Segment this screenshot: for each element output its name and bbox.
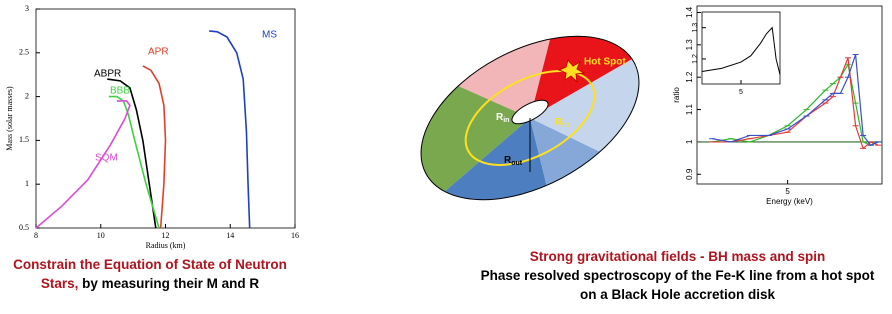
y-axis-label: Mass (solar masses) [5, 86, 14, 151]
page: Hot Spot Rin Rhs Rout 8101214160.511.522… [0, 0, 892, 314]
hot-spot-label: Hot Spot [584, 57, 626, 68]
y-tick-label: 1 [685, 139, 694, 144]
y-tick-label: 0.9 [685, 168, 694, 180]
y-tick-label: 1.5 [19, 135, 29, 144]
x-tick-label: 12 [162, 231, 170, 240]
y-tick-label: 1.3 [692, 23, 699, 33]
x-tick-label: 5 [785, 187, 790, 196]
x-tick-label: 8 [34, 231, 38, 240]
y-tick-label: 1.4 [685, 6, 694, 18]
y-tick-label: 1.3 [685, 39, 694, 51]
right-caption: Strong gravitational fields - BH mass an… [465, 247, 890, 304]
plot-area [36, 9, 295, 228]
disk-diagram [400, 0, 700, 240]
caption-black: Phase resolved spectroscopy of the Fe-K … [465, 266, 890, 304]
x-tick-label: 10 [97, 231, 105, 240]
series-label: APR [148, 47, 169, 58]
y-tick-label: 0.5 [19, 223, 29, 232]
series-label: BBB [110, 86, 130, 97]
plot-area [702, 12, 780, 84]
caption-red: Strong gravitational fields - BH mass an… [465, 247, 890, 266]
series-label: MS [262, 30, 277, 41]
y-tick-label: 2.5 [19, 48, 29, 57]
series-label: SQM [95, 153, 118, 164]
x-tick-label: 14 [226, 231, 234, 240]
x-tick-label: 16 [291, 231, 299, 240]
x-axis-label: Radius (km) [146, 241, 186, 250]
y-tick-label: 1.2 [685, 71, 694, 83]
left-caption: Constrain the Equation of State of Neutr… [0, 255, 300, 293]
y-tick-label: 1 [25, 179, 29, 188]
y-tick-label: 2 [25, 91, 29, 100]
y-tick-label: 1.2 [692, 54, 699, 64]
x-axis-label: Energy (keV) [766, 197, 813, 206]
y-tick-label: 1.1 [685, 103, 694, 115]
y-axis-label: ratio [672, 87, 681, 103]
y-tick-label: 3 [25, 4, 29, 13]
series-label: ABPR [94, 69, 121, 80]
caption-black: by measuring their M and R [82, 276, 259, 291]
x-tick-label: 5 [739, 89, 743, 96]
